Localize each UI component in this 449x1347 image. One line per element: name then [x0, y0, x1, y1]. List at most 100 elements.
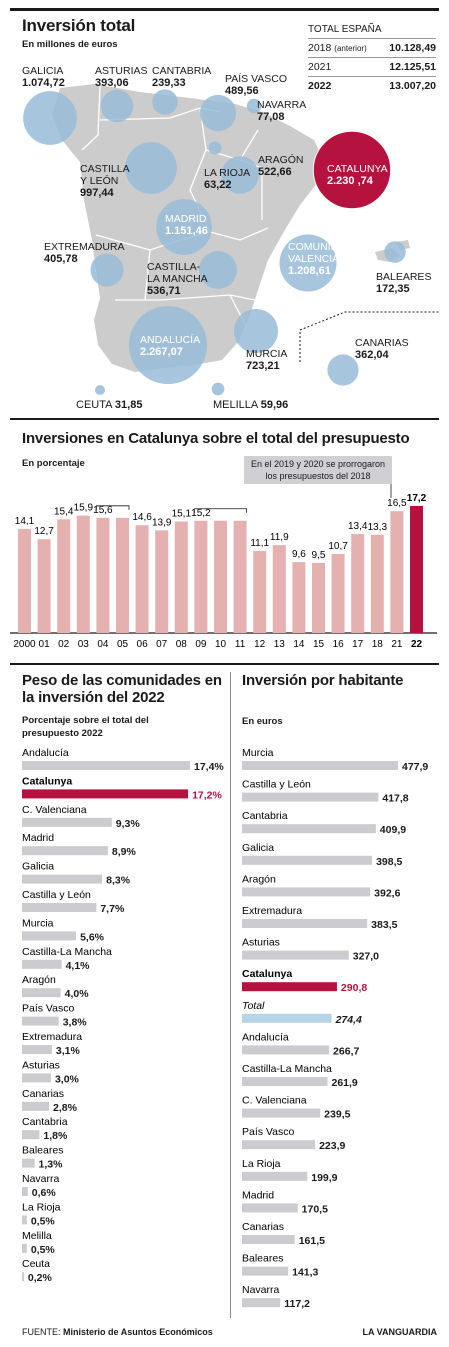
totals-value: 13.007,20 — [389, 80, 436, 92]
bubble-castilla-y-leon — [125, 142, 177, 194]
bubble-madrid — [156, 199, 212, 255]
x-tick-04: 04 — [97, 639, 109, 650]
value-castilla-la-mancha: 4,1% — [66, 960, 91, 972]
hbar-canarias — [242, 1235, 295, 1244]
hbar-la-rioja — [242, 1171, 308, 1181]
catalunya-share-chart: 2000 14,1 01 12,7 02 15,4 03 15,9 04 15,6 05 06 14,6… — [10, 484, 437, 650]
map-name-castilla-y-leon: Y LEÓN — [80, 174, 118, 187]
hbar-galicia — [242, 855, 373, 865]
x-tick-2000: 2000 — [13, 639, 36, 650]
map-value-comunidad-valenciana: 1.208,61 — [288, 265, 331, 277]
hbar-canarias — [22, 1101, 50, 1111]
bar-07 — [155, 530, 169, 633]
label-navarra: Navarra — [22, 1173, 60, 1185]
value-cantabria: 1,8% — [43, 1130, 68, 1142]
hbar-ceuta — [22, 1272, 24, 1282]
map-name-canarias: CANARIAS — [355, 337, 409, 349]
chart1-title: Inversiones en Catalunya sobre el total … — [22, 430, 410, 447]
x-tick-22: 22 — [411, 639, 423, 650]
bar-17 — [351, 534, 365, 633]
value-navarra: 117,2 — [284, 1298, 310, 1310]
top-rule — [10, 8, 439, 11]
map-value-catalunya: 2.230 ,74 — [327, 175, 374, 187]
x-tick-07: 07 — [156, 639, 168, 650]
x-tick-14: 14 — [293, 639, 305, 650]
totals-row: 2021 12.125,51 — [308, 57, 436, 76]
hbar-castilla-y-leon — [242, 792, 379, 802]
bar-2000 — [18, 528, 31, 633]
label-extremadura: Extremadura — [22, 1031, 82, 1043]
label-murcia: Murcia — [242, 747, 274, 759]
bar-13 — [272, 545, 286, 633]
x-tick-03: 03 — [78, 639, 90, 650]
bar-label-08: 15,1 — [172, 509, 192, 520]
bar-label-04: 15,6 — [93, 505, 113, 516]
label-c-valenciana: C. Valenciana — [22, 804, 87, 816]
label-la-rioja: La Rioja — [242, 1158, 281, 1170]
x-tick-05: 05 — [117, 639, 129, 650]
map-name-catalunya: CATALUNYA — [327, 163, 388, 175]
bubble-extremadura — [90, 253, 124, 287]
map-name-madrid: MADRID — [165, 213, 207, 225]
x-tick-15: 15 — [313, 639, 325, 650]
chart1-subtitle: En porcentaje — [22, 458, 85, 469]
map-name-baleares: BALEARES — [376, 271, 431, 283]
bubble-andalucia — [128, 305, 208, 385]
hbar-catalunya — [242, 982, 337, 992]
map-name-galicia: GALICIA — [22, 65, 63, 77]
label-c-valenciana: C. Valenciana — [242, 1095, 307, 1107]
label-asturias: Asturias — [22, 1059, 60, 1071]
map-name-comunidad-valenciana: VALENCIANA — [288, 253, 354, 265]
label-madrid: Madrid — [242, 1189, 274, 1201]
value-andalucia: 266,7 — [333, 1045, 359, 1057]
bubble-la-rioja — [208, 141, 222, 155]
bar-label-22: 17,2 — [407, 493, 427, 504]
value-pais-vasco: 3,8% — [63, 1017, 88, 1029]
hbar-baleares — [242, 1266, 289, 1276]
totals-header: TOTAL ESPAÑA — [308, 24, 382, 35]
value-andalucia: 17,4% — [194, 761, 224, 773]
hbar-murcia — [22, 931, 77, 941]
value-murcia: 477,9 — [402, 761, 428, 773]
label-ceuta: Ceuta — [22, 1258, 50, 1270]
bubble-ceuta — [95, 385, 105, 395]
value-madrid: 8,9% — [112, 846, 137, 858]
hbar-castilla-la-mancha — [242, 1077, 328, 1086]
bar-16 — [331, 553, 345, 633]
x-tick-12: 12 — [254, 639, 266, 650]
map-name-asturias: ASTURIAS — [95, 65, 148, 77]
bracket — [96, 505, 130, 510]
map-name-la-rioja: LA RIOJA — [204, 167, 250, 179]
bubble-galicia — [23, 91, 77, 145]
map-value-castilla-la-mancha: 536,71 — [147, 285, 181, 297]
bar-label-2000: 14,1 — [15, 516, 35, 527]
bubble-castilla-la-mancha — [199, 251, 237, 289]
map-name-extremadura: EXTREMADURA — [44, 241, 125, 253]
value-castilla-la-mancha: 261,9 — [331, 1077, 357, 1089]
value-aragon: 4,0% — [65, 988, 90, 1000]
value-melilla: 0,5% — [31, 1244, 56, 1256]
value-pais-vasco: 223,9 — [319, 1140, 345, 1152]
label-cantabria: Cantabria — [242, 810, 288, 822]
hbar-aragon — [242, 887, 371, 897]
totals-table: TOTAL ESPAÑA 2018 (anterior) 10.128,49 2021… — [308, 24, 436, 95]
label-murcia: Murcia — [22, 917, 54, 929]
brand: LA VANGUARDIA — [362, 1327, 438, 1337]
label-castilla-la-mancha: Castilla-La Mancha — [242, 1063, 332, 1075]
hbar-asturias — [22, 1073, 51, 1083]
bar-label-21: 16,5 — [387, 498, 407, 509]
bar-02 — [57, 519, 71, 633]
chart1-annotation: En el 2019 y 2020 se prorrogaron los pre… — [244, 456, 392, 484]
label-baleares: Baleares — [22, 1145, 63, 1157]
chart3-subtitle: En euros — [242, 716, 283, 727]
label-andalucia: Andalucía — [242, 1031, 289, 1043]
value-ceuta: 0,2% — [28, 1272, 53, 1284]
bar-12 — [253, 551, 267, 633]
hbar-navarra — [22, 1187, 28, 1196]
value-asturias: 327,0 — [353, 951, 379, 963]
x-tick-01: 01 — [39, 639, 51, 650]
map-value-andalucia: 2.267,07 — [140, 346, 183, 358]
totals-year: 2022 — [308, 80, 332, 92]
